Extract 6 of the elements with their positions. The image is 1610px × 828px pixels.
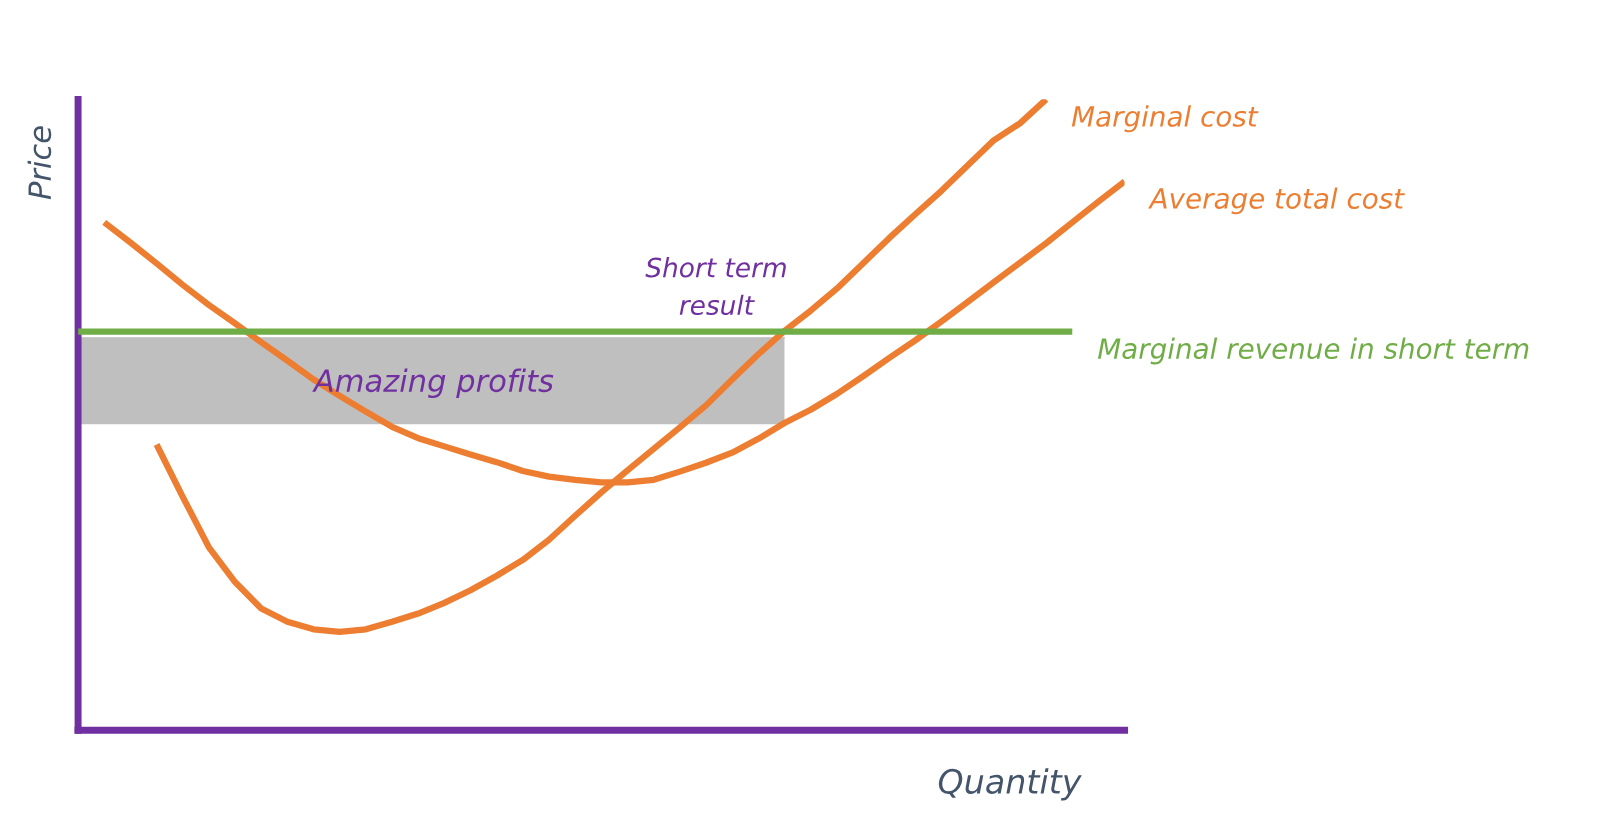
x-axis-title: Quantity <box>938 768 1082 801</box>
series-label: Marginal revenue in short term <box>1098 337 1529 365</box>
y-axis-title: Price <box>27 126 52 200</box>
series-label: Marginal cost <box>1071 105 1259 133</box>
series-label: Average total cost <box>1148 187 1405 215</box>
annotation: Short term result <box>645 257 786 316</box>
